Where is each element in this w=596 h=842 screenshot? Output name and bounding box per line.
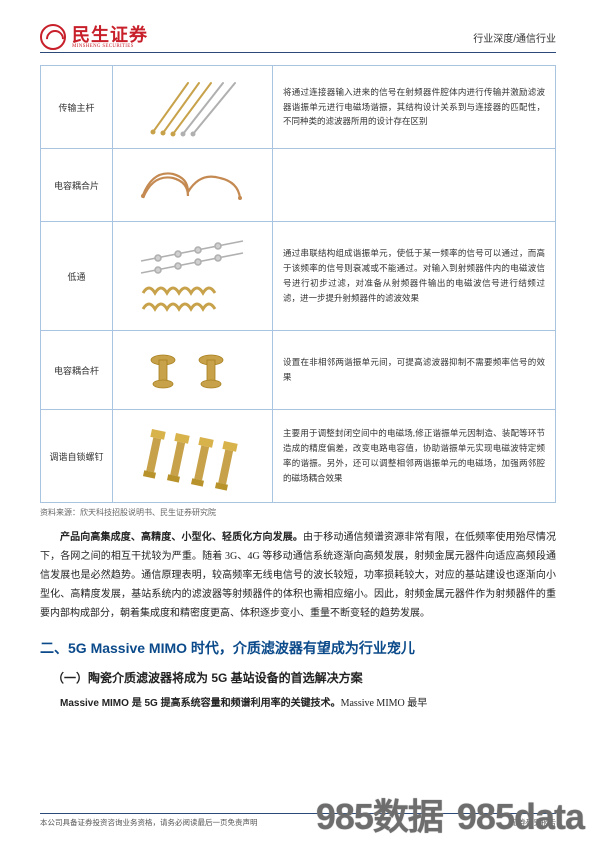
paragraph-trend: 产品向高集成度、高精度、小型化、轻质化方向发展。由于移动通信频谱资源非常有限，在… (40, 528, 556, 623)
para-body: 由于移动通信频谱资源非常有限，在低频率使用殆尽情况下，各网之间的相互干扰较为严重… (40, 532, 556, 619)
section-2-1-title: （一）陶瓷介质滤波器将成为 5G 基站设备的首选解决方案 (40, 669, 556, 686)
component-image-cell (113, 410, 273, 503)
table-row: 电容耦合片 (41, 149, 556, 222)
component-image-cell (113, 331, 273, 410)
component-name: 传输主杆 (41, 66, 113, 149)
component-name: 调谐自锁螺钉 (41, 410, 113, 503)
component-name: 电容耦合杆 (41, 331, 113, 410)
para2-body: Massive MIMO 最早 (341, 698, 428, 709)
page-footer: 本公司具备证券投资咨询业务资格，请务必阅读最后一页免责声明 证券研究报告 (40, 813, 556, 828)
component-image (121, 228, 264, 324)
page-header: 民生证券 MINSHENG SECURITIES 行业深度/通信行业 (40, 24, 556, 53)
component-desc: 将通过连接器输入进来的信号在射频器件腔体内进行传输并激励滤波器谐振单元进行电磁场… (273, 66, 556, 149)
table-row: 低通 (41, 222, 556, 331)
components-table: 传输主杆 (40, 65, 556, 503)
logo-cn: 民生证券 (72, 26, 148, 44)
component-image-cell (113, 66, 273, 149)
para2-lead: Massive MIMO 是 5G 提高系统容量和频谱利用率的关键技术。 (60, 698, 341, 709)
component-image-cell (113, 149, 273, 222)
brand-logo: 民生证券 MINSHENG SECURITIES (40, 24, 148, 50)
component-name: 低通 (41, 222, 113, 331)
section-2-title: 二、5G Massive MIMO 时代，介质滤波器有望成为行业宠儿 (40, 637, 556, 659)
logo-en: MINSHENG SECURITIES (72, 44, 148, 49)
component-image (121, 155, 264, 215)
component-desc: 设置在非相邻两谐振单元间，可提高滤波器抑制不需要频率信号的效果 (273, 331, 556, 410)
paragraph-mimo: Massive MIMO 是 5G 提高系统容量和频谱利用率的关键技术。Mass… (40, 694, 556, 713)
component-desc (273, 149, 556, 222)
table-row: 电容耦合杆 (41, 331, 556, 410)
para-lead: 产品向高集成度、高精度、小型化、轻质化方向发展。 (60, 532, 303, 543)
table-row: 传输主杆 (41, 66, 556, 149)
header-category: 行业深度/通信行业 (473, 30, 556, 45)
component-image-cell (113, 222, 273, 331)
component-image (121, 72, 264, 142)
component-desc: 通过串联结构组成谐振单元，使低于某一频率的信号可以通过，而高于该频率的信号则衰减… (273, 222, 556, 331)
table-source: 资料来源：欣天科技招股说明书、民生证券研究院 (40, 507, 556, 518)
component-desc: 主要用于调整封闭空间中的电磁场,修正谐振单元因制造、装配等环节造成的精度偏差，改… (273, 410, 556, 503)
table-row: 调谐自锁螺钉 (41, 410, 556, 503)
component-image (121, 337, 264, 403)
component-image (121, 416, 264, 496)
footer-right: 证券研究报告 (511, 817, 556, 828)
footer-left: 本公司具备证券投资咨询业务资格，请务必阅读最后一页免责声明 (40, 817, 258, 828)
component-name: 电容耦合片 (41, 149, 113, 222)
logo-icon (40, 24, 66, 50)
